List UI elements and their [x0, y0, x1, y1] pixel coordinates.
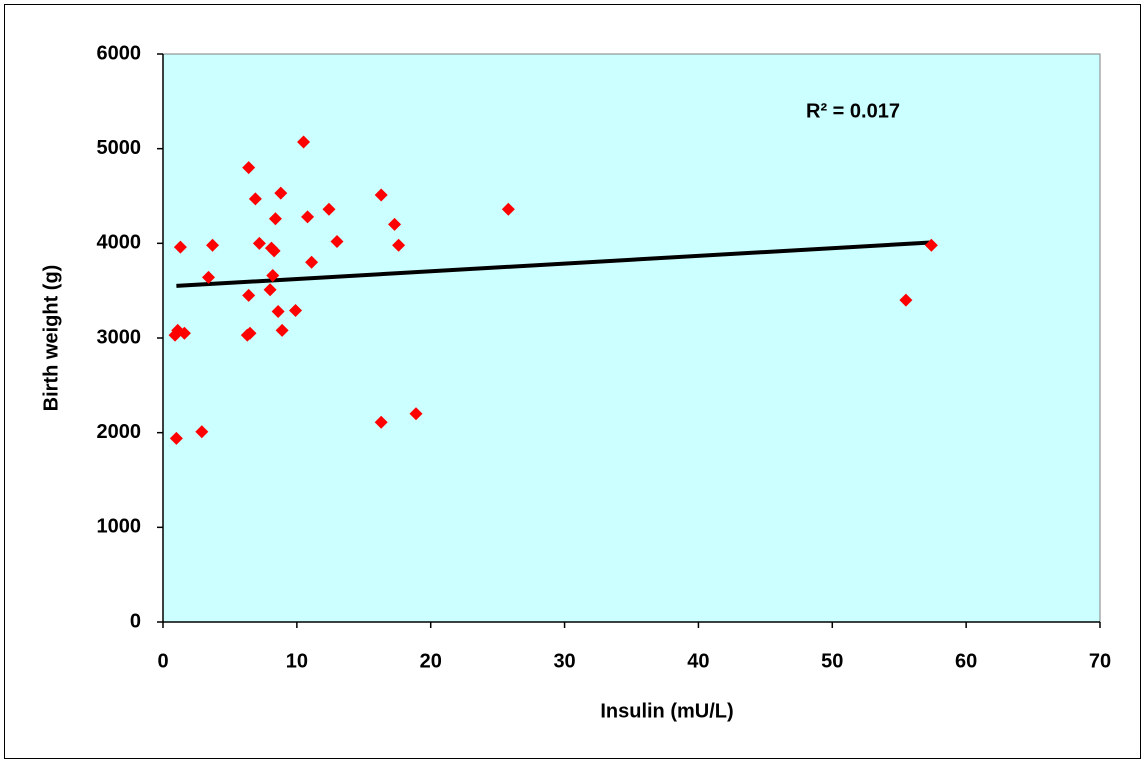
data-point — [252, 236, 266, 250]
data-point — [263, 283, 277, 297]
y-tick-label: 5000 — [97, 137, 142, 159]
x-tick-label: 70 — [1089, 650, 1111, 672]
data-point — [268, 212, 282, 226]
data-point — [177, 326, 191, 340]
y-tick-label: 2000 — [97, 421, 142, 443]
data-point — [266, 269, 280, 283]
y-tick-label: 4000 — [97, 232, 142, 254]
data-point — [388, 217, 402, 231]
data-point — [392, 238, 406, 252]
data-point — [374, 188, 388, 202]
data-point — [501, 202, 515, 216]
x-tick-label: 0 — [157, 650, 168, 672]
x-tick-label: 20 — [420, 650, 442, 672]
data-point — [275, 323, 289, 337]
data-point — [169, 431, 183, 445]
data-point — [271, 304, 285, 318]
data-point — [248, 192, 262, 206]
x-tick-label: 60 — [955, 650, 977, 672]
data-point — [242, 161, 256, 175]
data-point — [202, 270, 216, 284]
data-point — [409, 407, 423, 421]
y-tick-label: 3000 — [97, 326, 142, 348]
data-point — [297, 135, 311, 149]
x-tick-label: 40 — [687, 650, 709, 672]
data-point — [267, 244, 281, 258]
data-point — [924, 238, 938, 252]
plot-area — [162, 53, 1101, 623]
y-tick-label: 0 — [130, 610, 141, 632]
data-point — [168, 328, 182, 342]
data-point — [206, 238, 220, 252]
data-point — [274, 186, 288, 200]
data-point — [322, 202, 336, 216]
x-axis-label: Insulin (mU/L) — [600, 700, 733, 722]
data-point — [242, 288, 256, 302]
data-point — [243, 326, 257, 340]
x-tick-label: 30 — [553, 650, 575, 672]
data-point — [173, 240, 187, 254]
data-point — [374, 415, 388, 429]
annotation: R² = 0.017 — [806, 100, 900, 122]
x-tick-label: 50 — [821, 650, 843, 672]
data-point — [899, 293, 913, 307]
y-tick-label: 1000 — [97, 516, 142, 538]
data-point — [305, 255, 319, 269]
data-point — [289, 304, 303, 318]
y-axis-label: Birth weight (g) — [40, 265, 62, 412]
trendline — [176, 240, 933, 288]
data-point — [195, 425, 209, 439]
data-point — [301, 210, 315, 224]
y-tick-label: 6000 — [97, 42, 142, 64]
x-tick-label: 10 — [286, 650, 308, 672]
data-point — [330, 234, 344, 248]
